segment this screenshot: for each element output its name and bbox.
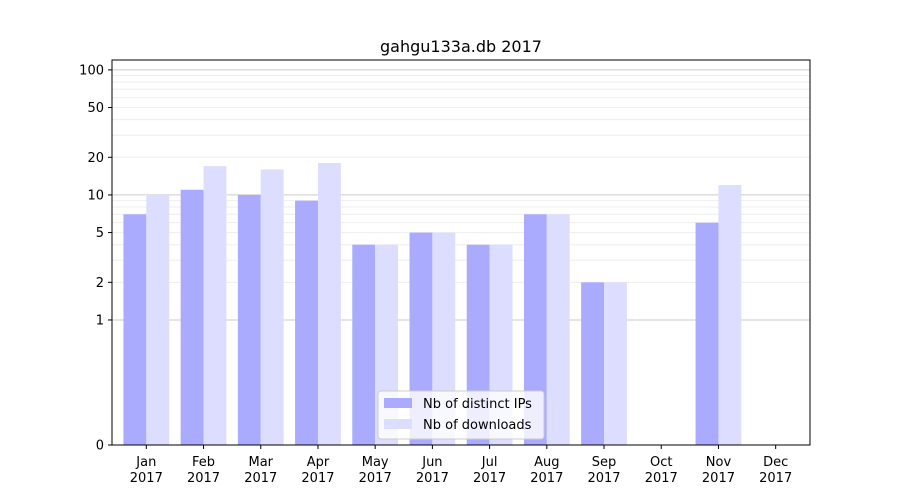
x-tick-label-year: 2017 bbox=[301, 471, 334, 486]
bar bbox=[718, 185, 742, 445]
y-tick-label: 1 bbox=[96, 313, 104, 328]
bar bbox=[123, 214, 147, 445]
x-tick-label-year: 2017 bbox=[645, 471, 678, 486]
plot-frame bbox=[111, 59, 811, 446]
x-tick-label-year: 2017 bbox=[244, 471, 277, 486]
bar bbox=[295, 200, 318, 445]
bar bbox=[146, 194, 170, 445]
y-tick-label: 5 bbox=[96, 226, 104, 241]
chart-title: gahgu133a.db 2017 bbox=[380, 37, 542, 56]
legend-swatch-distinct-ips bbox=[384, 398, 412, 408]
bar bbox=[317, 163, 341, 445]
y-tick-label: 20 bbox=[87, 151, 104, 166]
x-tick-label-month: Feb bbox=[192, 455, 215, 470]
y-tick-label: 100 bbox=[79, 63, 104, 78]
x-tick-label-month: Jul bbox=[481, 455, 498, 470]
x-tick-label-year: 2017 bbox=[473, 471, 506, 486]
x-tick-label-month: Dec bbox=[763, 455, 788, 470]
bar bbox=[260, 169, 284, 445]
legend: Nb of distinct IPs Nb of downloads bbox=[377, 390, 545, 440]
x-tick-label-month: Jun bbox=[421, 455, 442, 470]
x-tick-label-year: 2017 bbox=[530, 471, 563, 486]
x-tick-label-month: Oct bbox=[650, 455, 672, 470]
x-axis: Jan2017Feb2017Mar2017Apr2017May2017Jun20… bbox=[130, 445, 792, 486]
legend-box bbox=[377, 390, 545, 440]
x-tick-label-month: Sep bbox=[592, 455, 617, 470]
x-tick-label-month: May bbox=[362, 455, 389, 470]
legend-label-distinct-ips: Nb of distinct IPs bbox=[423, 397, 532, 412]
grid-lines bbox=[112, 69, 810, 321]
x-tick-label-year: 2017 bbox=[359, 471, 392, 486]
y-tick-label: 10 bbox=[87, 188, 104, 203]
x-tick-label-year: 2017 bbox=[759, 471, 792, 486]
y-axis: 0 1 2 5 10 20 50 100 bbox=[79, 63, 112, 454]
bar bbox=[352, 244, 376, 445]
bar bbox=[203, 166, 227, 445]
bar bbox=[581, 282, 605, 445]
x-tick-label-month: Aug bbox=[534, 455, 559, 470]
bar bbox=[523, 214, 547, 445]
legend-label-downloads: Nb of downloads bbox=[423, 418, 532, 433]
x-tick-label-year: 2017 bbox=[702, 471, 735, 486]
x-tick-label-year: 2017 bbox=[416, 471, 449, 486]
x-tick-label-month: Nov bbox=[706, 455, 732, 470]
y-tick-label: 50 bbox=[87, 101, 104, 116]
x-tick-label-year: 2017 bbox=[187, 471, 220, 486]
x-tick-label-month: Jan bbox=[135, 455, 156, 470]
legend-swatch-downloads bbox=[384, 419, 412, 429]
bar bbox=[180, 189, 204, 445]
x-tick-label-month: Apr bbox=[307, 455, 330, 470]
y-tick-label: 2 bbox=[96, 276, 104, 291]
x-tick-label-month: Mar bbox=[248, 455, 273, 470]
x-tick-label-year: 2017 bbox=[587, 471, 620, 486]
bar bbox=[546, 214, 570, 445]
bar bbox=[695, 222, 719, 445]
bar bbox=[604, 282, 627, 445]
y-tick-label: 0 bbox=[96, 439, 104, 454]
x-tick-label-year: 2017 bbox=[130, 471, 163, 486]
bar bbox=[237, 194, 261, 445]
